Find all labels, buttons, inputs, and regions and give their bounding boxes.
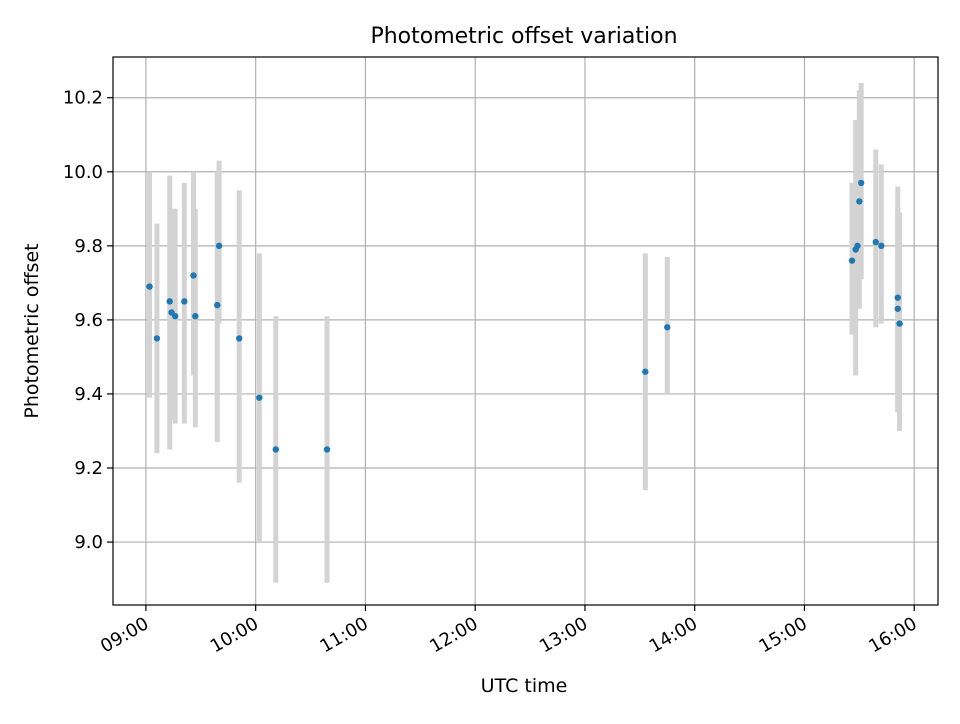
y-tick-label: 9.2	[74, 458, 103, 479]
grid	[113, 57, 938, 605]
data-point	[642, 368, 649, 375]
data-point	[664, 324, 671, 331]
y-tick-label: 9.8	[74, 236, 103, 257]
data-points	[146, 179, 903, 453]
data-point	[190, 272, 197, 279]
chart-title: Photometric offset variation	[370, 24, 677, 49]
x-tick-label: 14:00	[646, 613, 701, 657]
data-point	[171, 312, 179, 320]
x-tick-label: 12:00	[426, 613, 481, 657]
data-point	[848, 257, 856, 264]
data-point	[236, 335, 243, 342]
data-point	[894, 294, 901, 301]
x-tick-label: 10:00	[207, 613, 262, 657]
data-point	[214, 301, 221, 309]
data-point	[153, 335, 161, 342]
y-axis-label: Photometric offset	[21, 243, 43, 418]
data-point	[856, 198, 863, 205]
y-tick-label: 9.6	[74, 310, 103, 331]
data-point	[272, 446, 280, 453]
data-point	[872, 238, 880, 246]
data-point	[181, 298, 188, 305]
y-axis-ticks: 9.0 9.2 9.4 9.6 9.8 10.0 10.2	[63, 88, 113, 553]
y-tick-label: 9.0	[74, 532, 103, 553]
x-axis-ticks: 09:00 10:00 11:00 12:00 13:00 14:00 15:00 16:00	[97, 605, 921, 657]
y-tick-label: 10.0	[63, 162, 103, 183]
y-tick-label: 9.4	[74, 384, 103, 405]
data-point	[146, 283, 153, 290]
x-axis-label: UTC time	[481, 675, 568, 697]
data-point	[256, 394, 263, 401]
data-point	[896, 320, 903, 327]
data-point	[323, 446, 331, 453]
x-tick-label: 09:00	[97, 613, 152, 657]
plot-frame	[112, 56, 939, 606]
x-tick-label: 15:00	[756, 613, 811, 657]
data-point	[857, 179, 865, 187]
data-point	[854, 242, 861, 250]
y-tick-label: 10.2	[63, 88, 103, 109]
data-point	[166, 298, 173, 305]
error-bars	[147, 82, 903, 583]
x-tick-label: 16:00	[865, 613, 920, 657]
data-point	[894, 305, 901, 312]
data-point	[878, 242, 885, 250]
data-point	[215, 242, 223, 250]
x-tick-label: 13:00	[536, 613, 591, 657]
data-point	[192, 312, 199, 320]
x-tick-label: 11:00	[317, 613, 372, 657]
